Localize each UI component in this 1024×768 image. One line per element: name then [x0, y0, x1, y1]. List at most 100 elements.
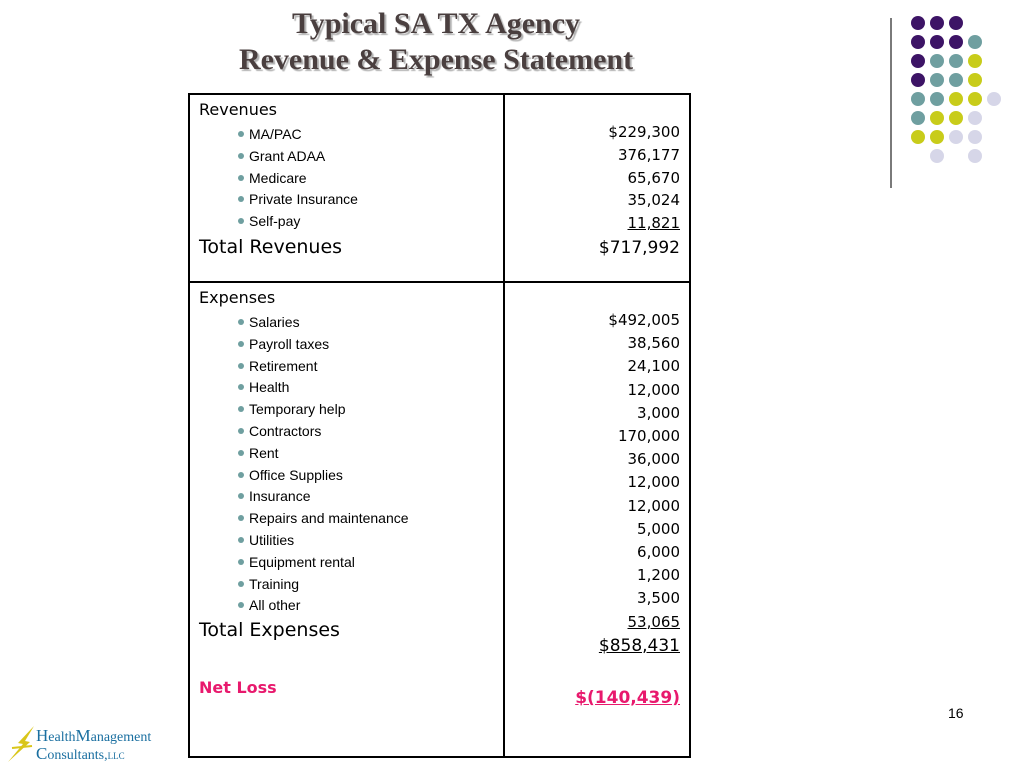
decorative-dot	[949, 16, 963, 30]
decorative-dot	[930, 35, 944, 49]
revenue-item-label: MA/PAC	[249, 126, 302, 142]
revenue-item-value: $229,300	[608, 123, 680, 141]
expense-item: Contractors	[238, 423, 321, 439]
expense-item-label: All other	[249, 597, 301, 614]
bullet-icon	[238, 493, 244, 500]
expense-item: Payroll taxes	[238, 336, 329, 352]
total-expenses-value: $858,431	[598, 636, 680, 656]
expense-item-value: 170,000	[617, 427, 680, 445]
bullet-icon	[238, 196, 244, 203]
expense-item: Retirement	[238, 358, 317, 374]
expense-item: Insurance	[238, 488, 310, 504]
expense-item-label: Repairs and maintenance	[249, 510, 409, 527]
revenues-heading: Revenues	[199, 100, 278, 119]
decorative-dot	[911, 16, 925, 30]
bullet-icon	[238, 428, 244, 434]
expense-item: Repairs and maintenance	[238, 510, 409, 526]
expense-item: Salaries	[238, 314, 300, 330]
bullet-icon	[238, 580, 244, 587]
decorative-dot	[968, 149, 982, 163]
bullet-icon	[238, 131, 244, 137]
decorative-dot	[911, 73, 925, 87]
decorative-dot	[930, 92, 944, 106]
revenue-item: Medicare	[238, 170, 307, 186]
expense-item: Health	[238, 379, 289, 395]
expense-item-label: Contractors	[249, 423, 322, 439]
expense-item-label: Rent	[249, 444, 279, 461]
bullet-icon	[238, 602, 244, 609]
decorative-dot	[930, 111, 944, 125]
expense-item-value: 36,000	[627, 450, 681, 469]
column-divider	[503, 95, 505, 756]
bullet-icon	[238, 174, 244, 181]
logo-star-icon	[8, 726, 34, 762]
expense-item-value: 6,000	[637, 543, 680, 561]
expense-item-value: 12,000	[627, 496, 681, 515]
decorative-dot	[949, 92, 963, 106]
decorative-dot	[968, 73, 982, 87]
revenue-item: MA/PAC	[238, 126, 302, 142]
expense-item-label: Training	[249, 575, 300, 592]
page-number: 16	[948, 705, 964, 721]
company-logo: HealthManagement Consultants,LLC	[6, 724, 176, 764]
bullet-icon	[238, 449, 244, 456]
decorative-dot	[949, 54, 963, 68]
bullet-icon	[238, 515, 244, 522]
bullet-icon	[238, 340, 244, 347]
decorative-dot-grid	[911, 16, 1001, 163]
bullet-icon	[238, 537, 244, 543]
decorative-dot	[930, 130, 944, 144]
expense-item-label: Temporary help	[249, 401, 346, 418]
decorative-dot	[930, 16, 944, 30]
total-expenses-label: Total Expenses	[199, 619, 340, 641]
revenue-item-value: 65,670	[627, 168, 681, 187]
revenue-item-value: 11,821	[627, 214, 681, 233]
expense-item: Training	[238, 576, 299, 592]
expense-item-label: Insurance	[249, 488, 311, 505]
decorative-dot	[911, 111, 925, 125]
decorative-dot	[987, 92, 1001, 106]
revenue-item: Grant ADAA	[238, 148, 325, 164]
decorative-vertical-line	[890, 18, 892, 188]
expense-item-value: 53,065	[627, 612, 681, 631]
net-loss-value: $(140,439)	[575, 688, 680, 708]
bullet-icon	[238, 218, 244, 225]
statement-table: Revenues MA/PAC Grant ADAA Medicare Private…	[188, 93, 691, 758]
expense-item: Equipment rental	[238, 554, 355, 570]
bullet-icon	[238, 558, 244, 565]
expense-item-value: 5,000	[637, 519, 680, 538]
expense-item-value: 12,000	[627, 473, 681, 492]
total-revenues-label: Total Revenues	[199, 236, 343, 258]
decorative-dot	[949, 73, 963, 87]
decorative-dot	[968, 54, 982, 68]
expense-item-label: Payroll taxes	[249, 335, 330, 352]
decorative-dot	[911, 54, 925, 68]
revenue-item-value: 376,177	[617, 145, 680, 164]
expense-item-label: Salaries	[249, 314, 300, 330]
decorative-dot	[968, 92, 982, 106]
expense-item-value: $492,005	[608, 311, 680, 329]
expense-item: All other	[238, 597, 300, 613]
decorative-dot	[968, 111, 982, 125]
revenue-item: Private Insurance	[238, 191, 358, 207]
decorative-dot	[968, 35, 982, 49]
expense-item-label: Health	[249, 379, 290, 396]
expense-item: Rent	[238, 445, 279, 461]
revenue-item-label: Self-pay	[249, 213, 301, 230]
expense-item: Utilities	[238, 532, 294, 548]
expense-item: Temporary help	[238, 401, 346, 417]
bullet-icon	[238, 152, 244, 159]
expense-item-label: Equipment rental	[249, 553, 355, 570]
expense-item-label: Retirement	[249, 357, 318, 374]
revenue-item-label: Medicare	[249, 169, 307, 186]
expense-item-value: 12,000	[627, 380, 681, 399]
bullet-icon	[238, 384, 244, 391]
decorative-dot	[968, 130, 982, 144]
bullet-icon	[238, 319, 244, 325]
expenses-heading: Expenses	[199, 288, 276, 307]
decorative-dot	[949, 35, 963, 49]
decorative-dot	[930, 73, 944, 87]
revenue-item: Self-pay	[238, 213, 300, 229]
decorative-dot	[911, 130, 925, 144]
decorative-dot	[949, 111, 963, 125]
